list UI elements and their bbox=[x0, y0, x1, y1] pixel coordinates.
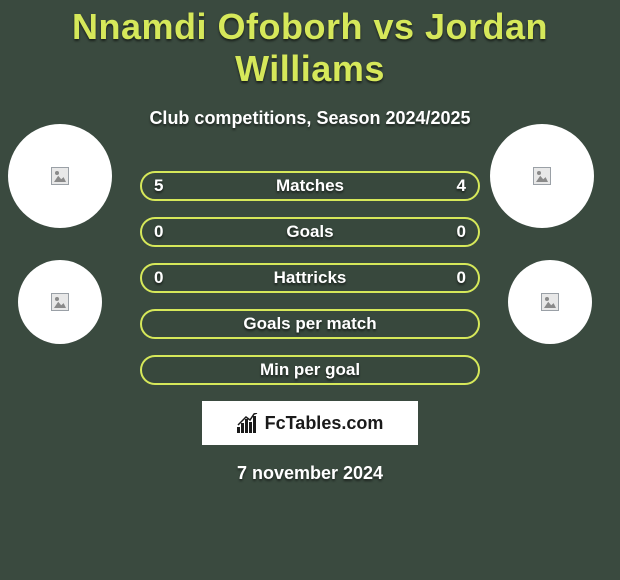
stat-label: Hattricks bbox=[274, 268, 347, 288]
stat-label: Goals per match bbox=[243, 314, 376, 334]
branding-text: FcTables.com bbox=[265, 413, 384, 434]
stat-left-value: 5 bbox=[154, 176, 163, 196]
stat-right-value: 4 bbox=[457, 176, 466, 196]
stats-list: 5 Matches 4 0 Goals 0 0 Hattricks 0 Goal… bbox=[0, 171, 620, 385]
page-title: Nnamdi Ofoborh vs Jordan Williams bbox=[0, 6, 620, 90]
stat-right-value: 0 bbox=[457, 222, 466, 242]
stat-label: Goals bbox=[286, 222, 333, 242]
stat-right-value: 0 bbox=[457, 268, 466, 288]
branding-box: FcTables.com bbox=[202, 401, 418, 445]
stat-row-goals: 0 Goals 0 bbox=[140, 217, 480, 247]
stat-left-value: 0 bbox=[154, 222, 163, 242]
stat-label: Matches bbox=[276, 176, 344, 196]
comparison-card: Nnamdi Ofoborh vs Jordan Williams Club c… bbox=[0, 0, 620, 580]
stat-row-matches: 5 Matches 4 bbox=[140, 171, 480, 201]
bar-chart-icon bbox=[237, 413, 259, 433]
stat-left-value: 0 bbox=[154, 268, 163, 288]
stat-row-hattricks: 0 Hattricks 0 bbox=[140, 263, 480, 293]
stat-row-min-per-goal: Min per goal bbox=[140, 355, 480, 385]
stat-row-goals-per-match: Goals per match bbox=[140, 309, 480, 339]
stat-label: Min per goal bbox=[260, 360, 360, 380]
date-text: 7 november 2024 bbox=[0, 463, 620, 484]
